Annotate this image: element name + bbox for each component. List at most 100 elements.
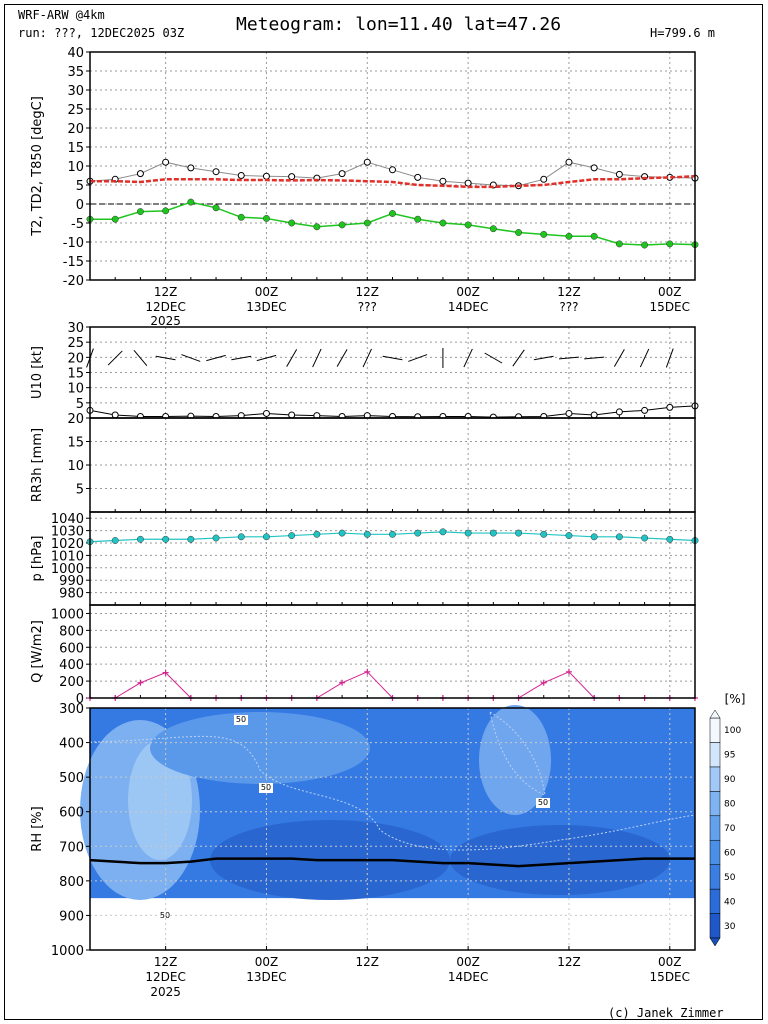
panel-0-series-1-point-17: [515, 229, 522, 236]
panel-3-bg: [90, 512, 695, 605]
panel-1-series-0-point-22: [641, 406, 649, 414]
panel-1-ytick-label-1: 10: [67, 382, 84, 397]
panel-0-ytick-label-9: 25: [67, 103, 84, 118]
panel-0-xtick-sub-3: 14DEC: [448, 300, 488, 314]
panel-4-series-0-point-2: [137, 679, 144, 686]
panel-3-series-0-point-9: [313, 530, 321, 538]
panel-3-series-0-point-7: [263, 533, 270, 541]
wind-barb-4: [181, 354, 201, 362]
panel-3-series-0-point-12: [389, 530, 396, 538]
panel-0-series-0-point-5: [212, 168, 220, 176]
rh-ytick-label-5: 800: [59, 875, 84, 890]
rh-xtick-sub-0: 12DEC: [145, 970, 185, 984]
rh-ytick-label-3: 600: [59, 806, 84, 821]
panel-3-series-0-point-19: [565, 532, 573, 540]
panel-3-series-0-point-6: [237, 533, 245, 541]
panel-4-ytick-label-3: 600: [59, 641, 84, 656]
panel-0-series-1-point-15: [464, 221, 472, 229]
panel-1-ytick-label-3: 20: [67, 351, 84, 366]
colorbar-label-5: 80: [724, 800, 736, 810]
wind-barb-22: [639, 348, 650, 368]
panel-0-series-0-point-21: [615, 170, 623, 178]
wind-barb-16: [484, 352, 503, 364]
rh-ytick-label-2: 500: [59, 771, 84, 786]
wind-barb-1: [107, 350, 123, 366]
panel-0-xtick-label-2: 12Z: [356, 285, 380, 299]
rh-ytick-label-4: 700: [59, 840, 84, 855]
colorbar-segment-6: [709, 766, 721, 792]
panel-1-series-0-point-21: [615, 408, 623, 416]
panel-0-series-1-point-1: [111, 215, 119, 223]
rh-contour-50: [89, 735, 696, 851]
panel-0-series-1-point-5: [212, 204, 220, 212]
rh-xtick-sub-5: 15DEC: [650, 970, 690, 984]
panel-3-ytick-label-5: 1030: [51, 525, 84, 540]
panel-3-ytick-label-4: 1020: [51, 537, 84, 552]
panel-0-ytick-label-2: -10: [63, 236, 84, 251]
panel-4-ylabel: Q [W/m2]: [30, 620, 45, 683]
colorbar-label-7: 95: [724, 751, 735, 761]
panel-0-series-1-point-9: [313, 223, 321, 231]
rh-xtick-label-3: 00Z: [456, 955, 480, 969]
panel-0-xtick-label-1: 00Z: [255, 285, 279, 299]
panel-0-ytick-label-12: 40: [67, 46, 84, 61]
colorbar-label-8: 100: [724, 726, 741, 736]
rh-ytick-label-0: 300: [59, 702, 84, 717]
panel-3-series-0-point-18: [540, 530, 548, 538]
panel-4-ytick-label-1: 200: [59, 675, 84, 690]
panel-3-series-0-point-22: [641, 534, 649, 542]
wind-barb-3: [155, 355, 176, 361]
colorbar-label-3: 60: [724, 848, 736, 858]
rh-year-label: 2025: [150, 985, 181, 999]
panel-2-ylabel: RR3h [mm]: [30, 428, 45, 502]
colorbar-segment-8: [709, 717, 721, 743]
panel-0-series-1-point-6: [237, 213, 245, 221]
colorbar-bottom-arrow: [709, 937, 721, 947]
panel-2-ytick-label-1: 10: [67, 459, 84, 474]
panel-0-series-0-point-15: [464, 179, 472, 187]
panel-3-ylabel: p [hPa]: [30, 536, 45, 582]
panel-3-series-0-point-20: [590, 533, 598, 541]
panel-3-series-0-point-10: [338, 529, 346, 537]
panel-3-ytick-label-2: 1000: [51, 562, 84, 577]
panel-4-series-0-point-19: [565, 668, 572, 675]
panel-0-xtick-label-0: 12Z: [154, 285, 178, 299]
colorbar-segment-7: [709, 742, 721, 768]
panel-0-series-1-point-21: [615, 240, 623, 248]
rh-region-moist-east: [479, 705, 551, 815]
panel-3-series-0-point-8: [288, 532, 296, 540]
colorbar-top-arrow: [709, 709, 721, 719]
panel-0-series-0-point-14: [439, 177, 447, 185]
panel-2-ytick-label-0: 5: [76, 483, 84, 498]
panel-0-series-1-point-22: [641, 241, 649, 249]
panel-4-series-0-point-18: [540, 679, 547, 686]
panel-0-series-0-point-6: [237, 172, 245, 179]
rh-xtick-sub-1: 13DEC: [246, 970, 286, 984]
chart-title: Meteogram: lon=11.40 lat=47.26: [236, 14, 562, 35]
panel-3-series-0-point-11: [363, 530, 371, 538]
panel-3-series-0-point-3: [162, 535, 170, 543]
panel-0-series-0-point-3: [162, 158, 170, 166]
panel-0-series-0-point-4: [187, 164, 195, 172]
panel-3-series-0-point-13: [414, 529, 422, 537]
panel-0-series-1-point-14: [439, 219, 447, 227]
colorbar-segment-2: [709, 864, 721, 890]
rh-surface-pressure-line: [89, 857, 695, 868]
panel-0-ytick-label-3: -5: [71, 217, 84, 232]
panel-3-series-0-point-14: [439, 528, 447, 536]
panel-1-ytick-label-2: 15: [67, 367, 84, 382]
panel-0-ytick-label-7: 15: [67, 141, 84, 156]
rh-xtick-label-5: 00Z: [658, 955, 682, 969]
panel-4-series-0-point-3: [162, 669, 169, 676]
panel-0-ytick-label-8: 20: [67, 122, 84, 137]
panel-0-series-1-point-3: [162, 207, 170, 215]
panel-0-xtick-label-4: 12Z: [557, 285, 581, 299]
panel-1-series-0-point-7: [262, 409, 270, 417]
panel-0-xtick-sub-2: ???: [358, 300, 377, 314]
rh-region-moist-top: [150, 712, 370, 784]
panel-4-bg: [90, 605, 695, 698]
panel-0-series-1-point-19: [565, 232, 573, 240]
rh-panel-border: [89, 707, 696, 951]
panel-3-ytick-label-6: 1040: [51, 512, 84, 527]
panel-0-ytick-label-11: 35: [67, 65, 84, 80]
